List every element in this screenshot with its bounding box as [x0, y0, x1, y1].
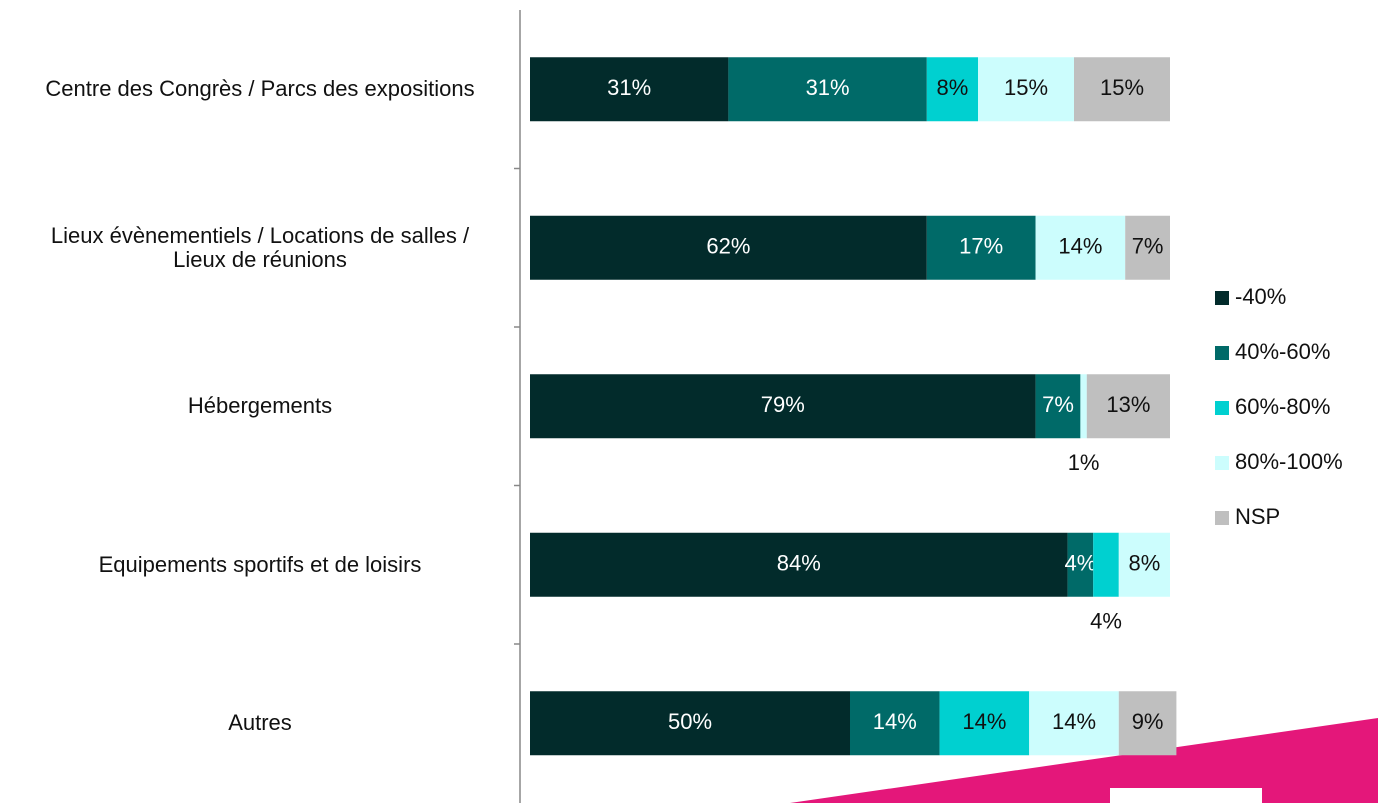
decoration [790, 718, 1378, 803]
data-label: 17% [959, 234, 1003, 259]
data-label: 7% [1042, 392, 1074, 417]
legend-label: NSP [1235, 504, 1280, 529]
data-label: 14% [873, 709, 917, 734]
data-label: 14% [962, 709, 1006, 734]
bar-segment [1125, 215, 1170, 280]
data-label: 15% [1004, 75, 1048, 100]
data-label: 14% [1052, 709, 1096, 734]
bar-segment [1067, 532, 1094, 597]
decoration [1110, 788, 1262, 803]
data-label: 62% [706, 234, 750, 259]
data-label: 31% [607, 75, 651, 100]
legend-swatch [1215, 401, 1229, 415]
legend-swatch [1215, 291, 1229, 305]
bar-segment [978, 57, 1074, 122]
bar-segment [926, 57, 978, 122]
data-label: 4% [1065, 551, 1097, 576]
bar-segment [1086, 374, 1170, 439]
bar-segment [939, 691, 1030, 756]
bar-segment [530, 57, 729, 122]
data-label: 9% [1132, 709, 1164, 734]
data-label: 1% [1068, 450, 1100, 475]
bar-segment [1080, 374, 1087, 439]
data-label: 79% [761, 392, 805, 417]
bar-segment [530, 215, 927, 280]
data-label: 15% [1100, 75, 1144, 100]
bar-segment [1035, 215, 1126, 280]
legend-swatch [1215, 456, 1229, 470]
data-label: 13% [1106, 392, 1150, 417]
data-label: 7% [1132, 234, 1164, 259]
legend-label: 60%-80% [1235, 394, 1330, 419]
category-label: Centre des Congrès / Parcs des expositio… [45, 76, 475, 102]
bar-segment [728, 57, 927, 122]
data-label: 31% [806, 75, 850, 100]
data-label: 4% [1090, 609, 1122, 634]
bar-segment [1118, 691, 1177, 756]
bar-segment [530, 532, 1068, 597]
category-label: Lieux évènementiels / Locations de salle… [50, 222, 470, 272]
data-label: 8% [1129, 551, 1161, 576]
category-label: Hébergements [187, 393, 333, 419]
data-label: 14% [1058, 234, 1102, 259]
legend-label: 40%-60% [1235, 339, 1330, 364]
bar-segment [1074, 57, 1170, 122]
bar-segment [850, 691, 940, 756]
category-label: Equipements sportifs et de loisirs [98, 551, 422, 577]
legend-label: 80%-100% [1235, 449, 1343, 474]
data-label: 84% [777, 551, 821, 576]
bar-segment [530, 374, 1036, 439]
bar-segment [530, 691, 850, 756]
bar-segment [1029, 691, 1119, 756]
data-label: 50% [668, 709, 712, 734]
legend-swatch [1215, 346, 1229, 360]
category-label: Autres [228, 710, 292, 736]
bar-segment [1035, 374, 1081, 439]
bar-segment [1118, 532, 1170, 597]
data-label: 8% [937, 75, 969, 100]
bar-segment [1093, 532, 1119, 597]
bar-segment [926, 215, 1036, 280]
legend-swatch [1215, 511, 1229, 525]
legend-label: -40% [1235, 284, 1286, 309]
